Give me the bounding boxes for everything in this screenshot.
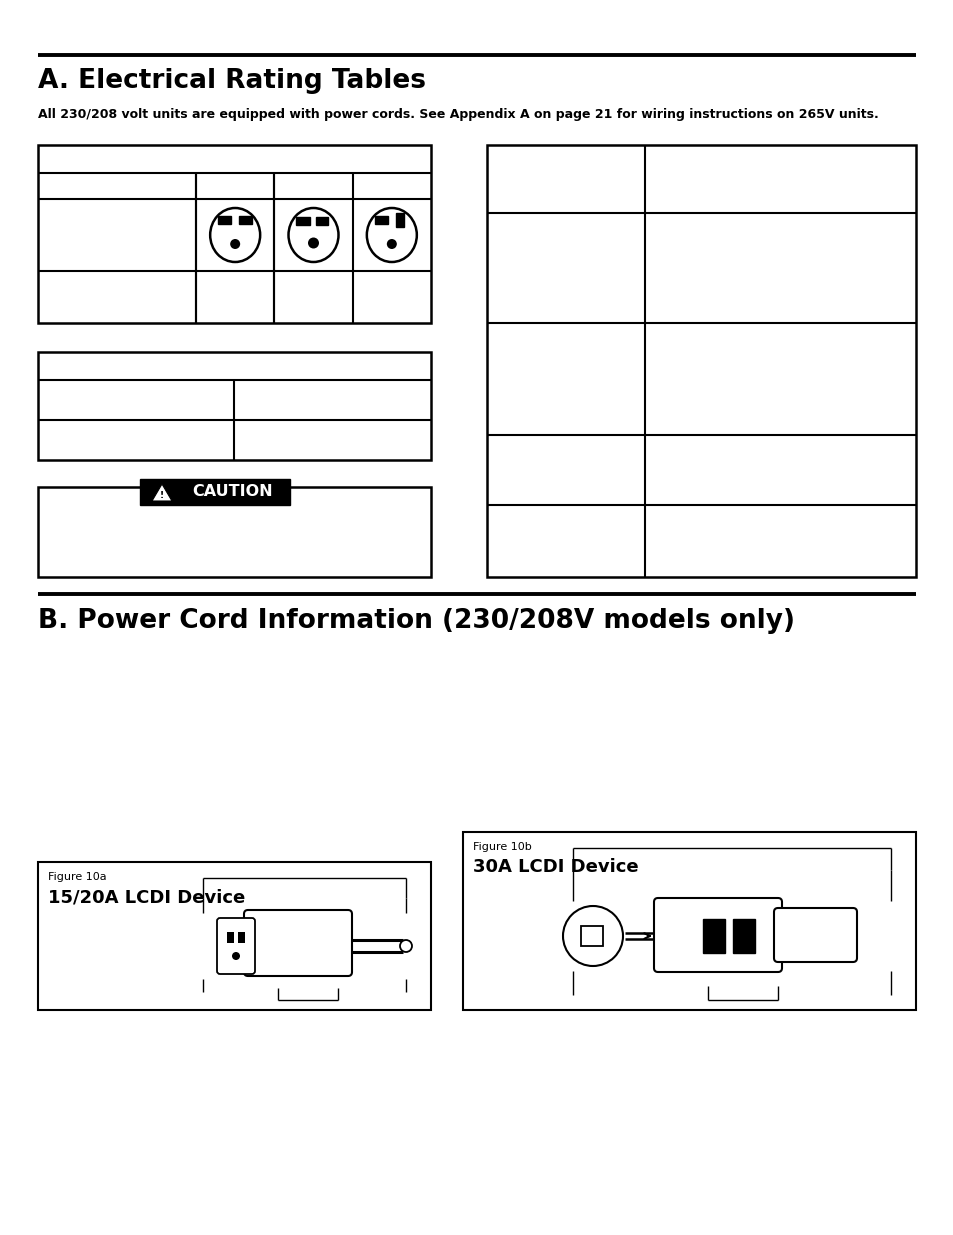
Bar: [732, 919, 754, 953]
Text: CAUTION: CAUTION: [193, 484, 273, 499]
Bar: [38, 144, 431, 324]
Bar: [38, 487, 431, 577]
FancyBboxPatch shape: [244, 910, 352, 976]
Text: 15/20A LCDI Device: 15/20A LCDI Device: [48, 888, 245, 906]
Ellipse shape: [288, 207, 338, 262]
Bar: [316, 217, 328, 225]
Bar: [239, 216, 252, 224]
FancyBboxPatch shape: [216, 918, 254, 974]
Bar: [580, 926, 602, 946]
Text: Figure 10a: Figure 10a: [48, 872, 107, 882]
Circle shape: [399, 940, 412, 952]
Bar: [227, 932, 233, 944]
Bar: [462, 832, 915, 1010]
FancyBboxPatch shape: [773, 908, 856, 962]
Circle shape: [386, 240, 396, 249]
Circle shape: [562, 906, 622, 966]
Bar: [486, 144, 915, 577]
Bar: [375, 216, 388, 224]
Ellipse shape: [210, 207, 260, 262]
Text: !: !: [160, 490, 164, 499]
Text: A. Electrical Rating Tables: A. Electrical Rating Tables: [38, 68, 426, 94]
Text: Figure 10b: Figure 10b: [473, 842, 531, 852]
Circle shape: [230, 240, 240, 249]
Circle shape: [308, 237, 318, 248]
Bar: [38, 352, 431, 459]
Bar: [296, 217, 310, 225]
Text: All 230/208 volt units are equipped with power cords. See Appendix A on page 21 : All 230/208 volt units are equipped with…: [38, 107, 878, 121]
Bar: [38, 862, 431, 1010]
Circle shape: [232, 952, 240, 960]
Polygon shape: [152, 484, 172, 501]
FancyBboxPatch shape: [654, 898, 781, 972]
Ellipse shape: [367, 207, 416, 262]
Text: 30A LCDI Device: 30A LCDI Device: [473, 858, 638, 876]
Bar: [237, 932, 245, 944]
Bar: [218, 216, 231, 224]
Bar: [395, 212, 403, 227]
Bar: [140, 479, 290, 505]
Bar: [702, 919, 724, 953]
Text: B. Power Cord Information (230/208V models only): B. Power Cord Information (230/208V mode…: [38, 608, 794, 634]
